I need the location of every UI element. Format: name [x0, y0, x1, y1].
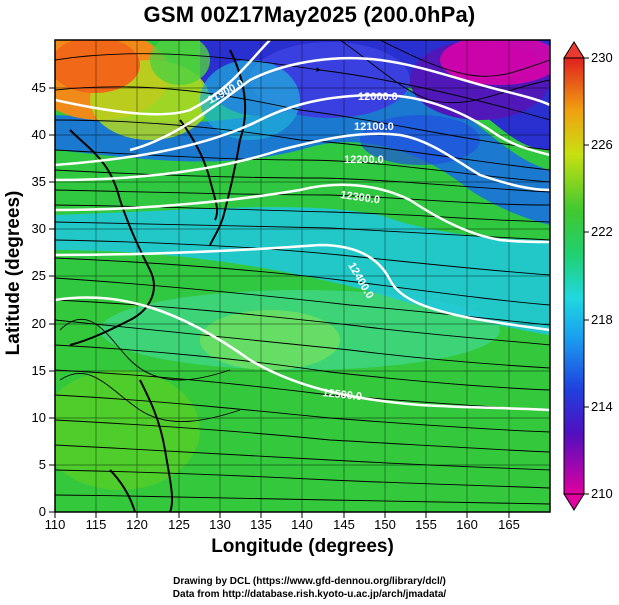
colorbar-label: 218 [591, 312, 613, 327]
x-tick-label: 150 [374, 517, 396, 532]
colorbar-label: 214 [591, 399, 613, 414]
geopotential-contours [55, 40, 550, 412]
x-tick-label: 135 [250, 517, 272, 532]
credit-data-source: Data from http://database.rish.kyoto-u.a… [172, 589, 447, 600]
x-axis-label: Longitude (degrees) [211, 536, 394, 557]
temperature-field [55, 40, 550, 512]
colorbar-label: 210 [591, 486, 613, 501]
colorbar-label: 230 [591, 50, 613, 65]
colorbar-label: 222 [591, 224, 613, 239]
coastlines [69, 49, 247, 512]
x-tick-label: 145 [333, 517, 355, 532]
x-tick-label: 160 [456, 517, 478, 532]
colorbar-scale [563, 57, 585, 495]
y-tick-label: 5 [39, 457, 46, 472]
y-tick-label: 30 [32, 221, 46, 236]
colorbar: 230 226 222 218 214 210 [563, 41, 613, 511]
map-title: GSM 00Z17May2025 (200.0hPa) [143, 2, 476, 27]
colorbar-label: 226 [591, 137, 613, 152]
x-tick-labels: 110 115 120 125 130 135 140 145 150 155 … [45, 517, 520, 532]
x-tick-label: 155 [415, 517, 437, 532]
y-tick-label: 25 [32, 268, 46, 283]
y-tick-label: 35 [32, 174, 46, 189]
y-tick-label: 15 [32, 363, 46, 378]
y-tick-label: 20 [32, 316, 46, 331]
y-tick-label: 45 [32, 80, 46, 95]
y-tick-labels: 0 5 10 15 20 25 30 35 40 45 [32, 80, 46, 519]
contour-label-12500: 12500.0 [322, 387, 363, 403]
axis-ticks [49, 87, 510, 518]
x-tick-label: 115 [86, 517, 107, 532]
x-tick-label: 165 [498, 517, 520, 532]
x-tick-label: 125 [168, 517, 190, 532]
y-tick-label: 10 [32, 410, 46, 425]
contour-label-12100: 12100.0 [354, 121, 394, 133]
contour-label-12200: 12200.0 [344, 154, 384, 166]
x-tick-label: 110 [45, 517, 66, 532]
colorbar-min-arrow [563, 493, 585, 511]
contour-label-12300: 12300.0 [340, 189, 381, 206]
y-tick-label: 40 [32, 127, 46, 142]
credit-drawing: Drawing by DCL (https://www.gfd-dennou.o… [173, 576, 446, 587]
y-tick-label: 0 [39, 504, 46, 519]
y-axis-label: Latitude (degrees) [3, 190, 24, 356]
contour-label-12000: 12000.0 [358, 91, 398, 103]
x-tick-label: 120 [126, 517, 148, 532]
wind-streamlines [55, 40, 550, 505]
x-tick-label: 130 [209, 517, 231, 532]
colorbar-max-arrow [563, 41, 585, 59]
x-tick-label: 140 [291, 517, 313, 532]
